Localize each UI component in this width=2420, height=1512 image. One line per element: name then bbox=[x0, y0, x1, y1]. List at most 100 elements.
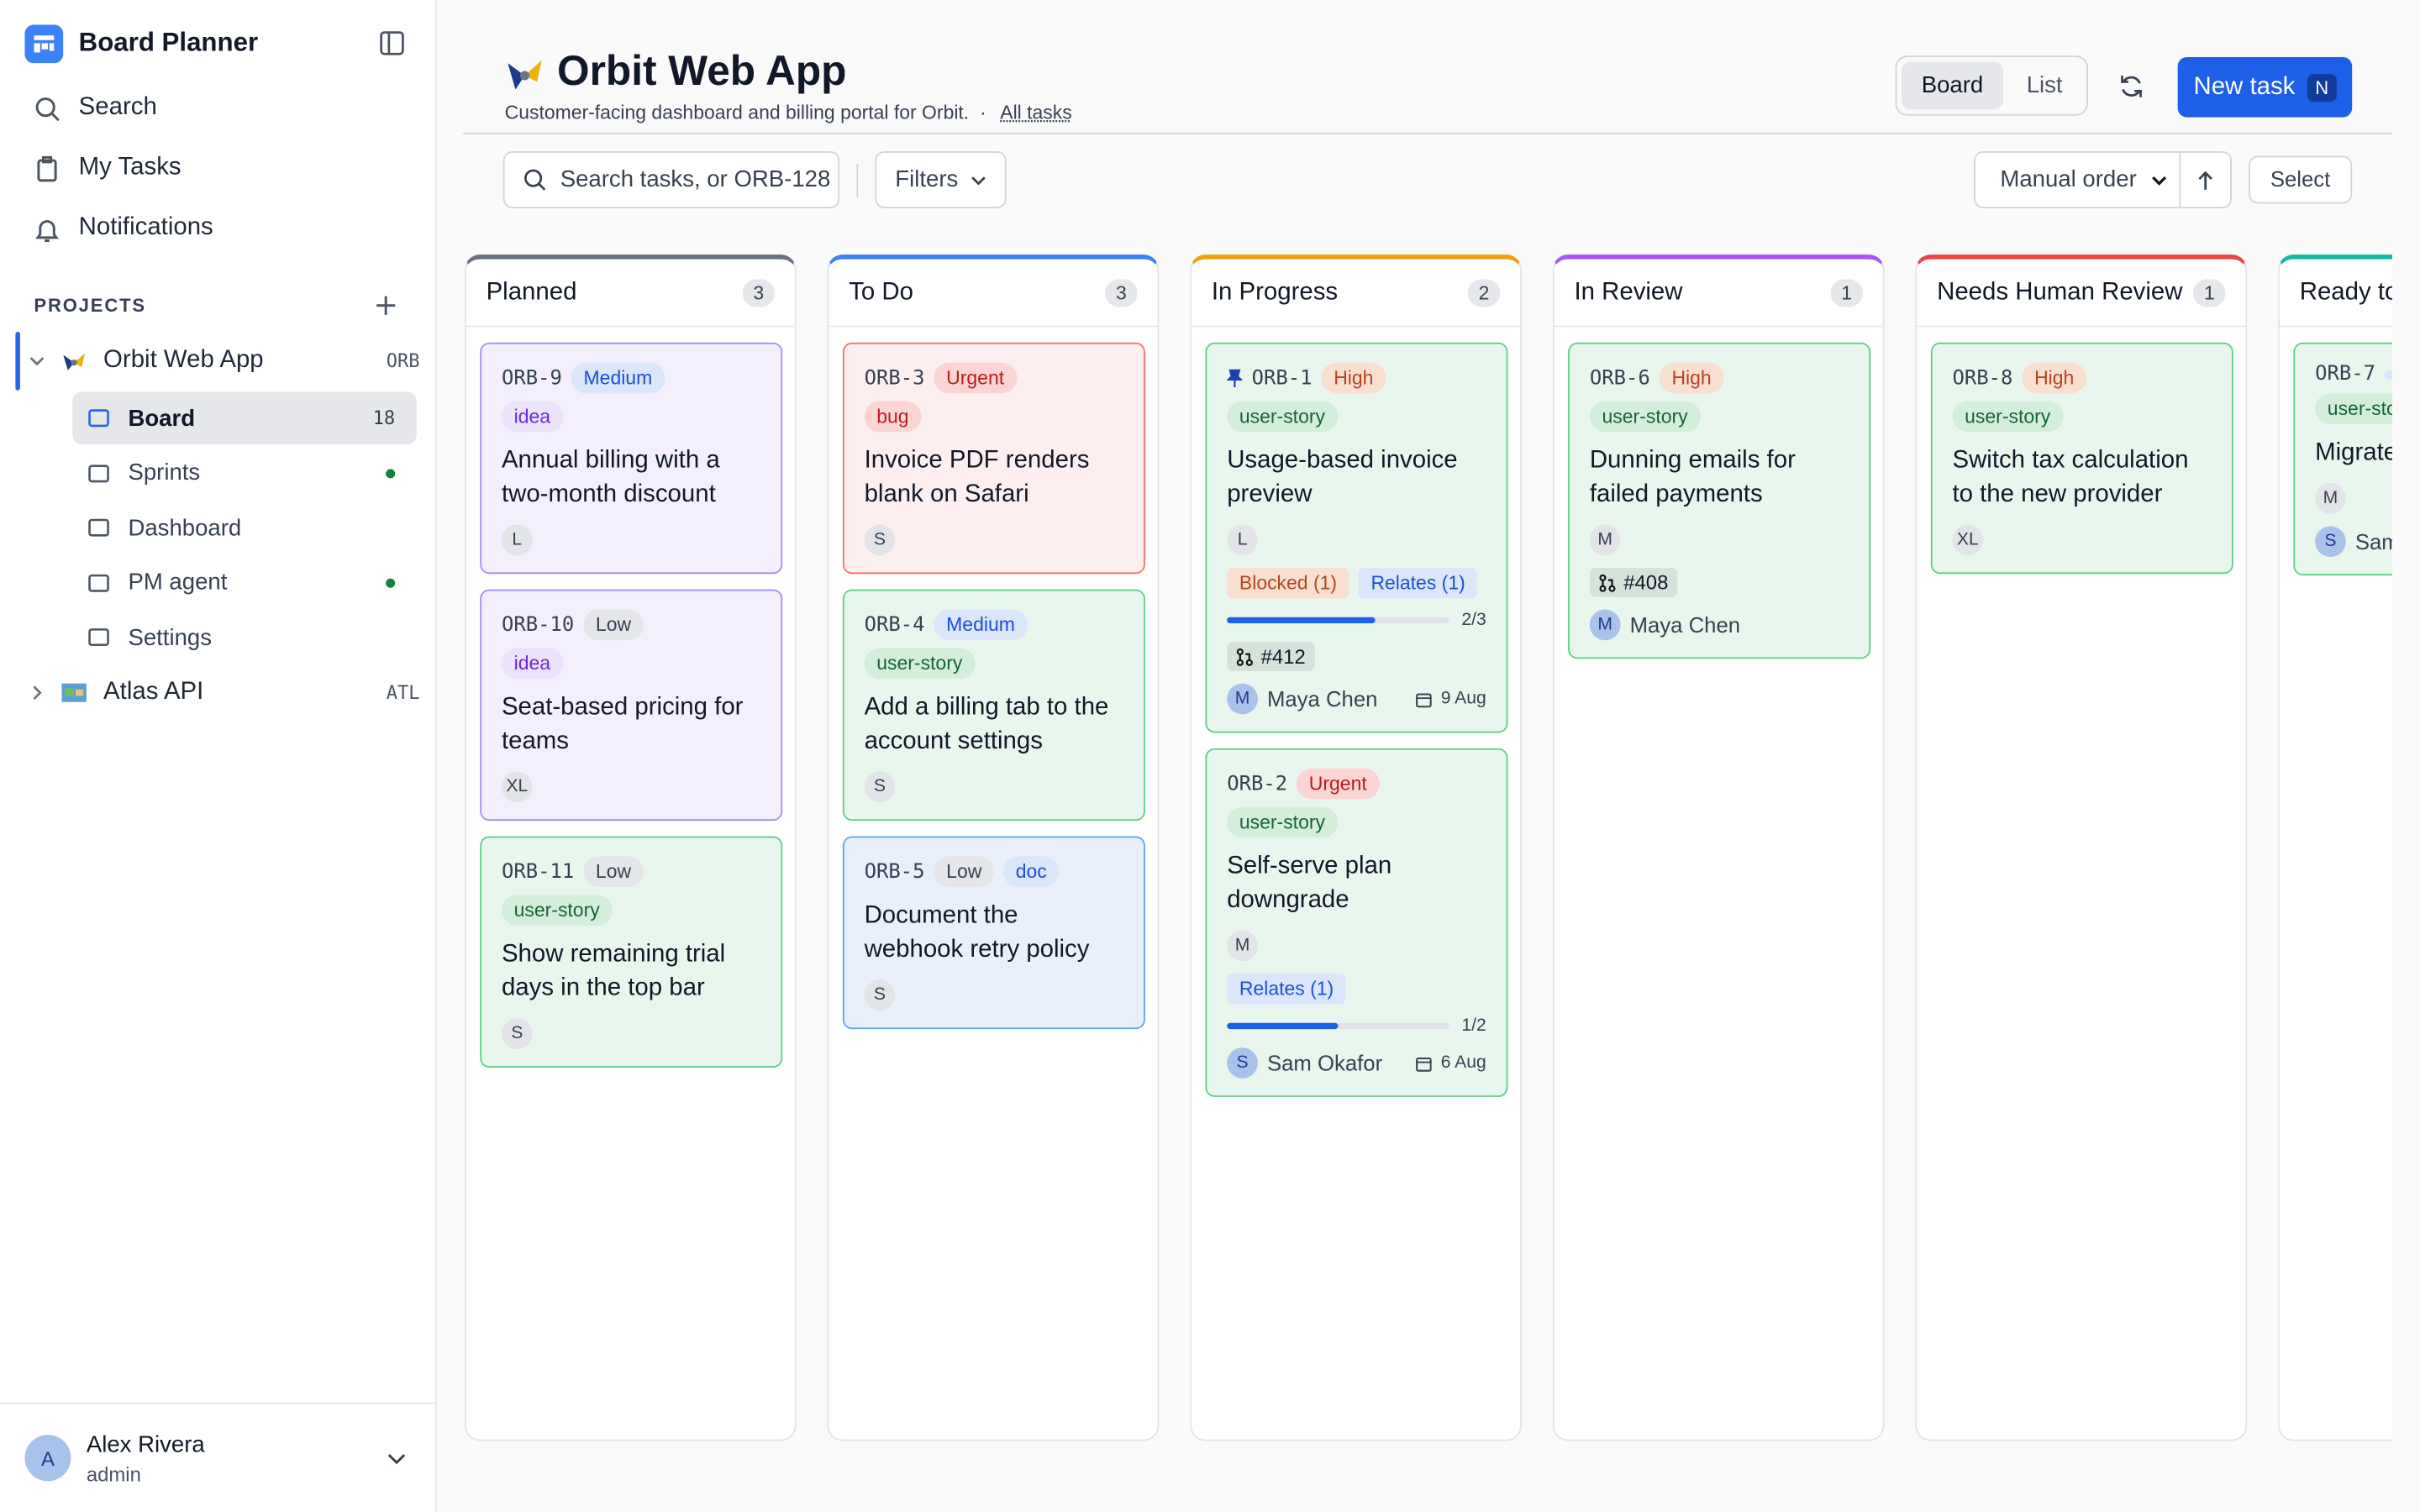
task-card[interactable]: ORB-11 Low user-story Show remaining trial … bbox=[480, 836, 783, 1068]
task-card[interactable]: ORB-9 Medium idea Annual billing with a two… bbox=[480, 342, 783, 575]
task-title: Annual billing with a two-month discount bbox=[501, 447, 720, 508]
project-row[interactable]: Atlas API ATL bbox=[15, 672, 420, 712]
estimate: XL bbox=[1952, 524, 1984, 556]
column-count: 1 bbox=[1830, 278, 1863, 307]
label: user-story bbox=[2315, 393, 2392, 425]
column-header: Planned 3 bbox=[466, 260, 795, 328]
label: user-story bbox=[1227, 806, 1338, 838]
column: To Do 3 ORB-3 Urgent bug Invoice PDF renders … bbox=[827, 255, 1160, 1441]
task-title: Switch tax calculation to the new provid… bbox=[1952, 447, 2189, 508]
label: user-story bbox=[1952, 401, 2063, 433]
label: user-story bbox=[864, 648, 976, 680]
project-icon bbox=[508, 60, 542, 90]
select-button[interactable]: Select bbox=[2249, 155, 2353, 204]
nav-item[interactable]: My Tasks bbox=[34, 154, 182, 182]
card-labels: user-story bbox=[1589, 401, 1849, 433]
task-card[interactable]: ORB-7 user-story Migrate table to MS Sam Oka… bbox=[2293, 342, 2392, 576]
progress-label: 1/2 bbox=[1461, 1016, 1486, 1036]
task-title: Invoice PDF renders blank on Safari bbox=[864, 447, 1090, 508]
estimate: M bbox=[1227, 930, 1258, 962]
user-info: Alex Rivera admin bbox=[87, 1431, 205, 1485]
task-title: Self-serve plan downgrade bbox=[1227, 853, 1392, 914]
project-nav-item[interactable]: Settings bbox=[72, 611, 417, 663]
task-title: Usage-based invoice preview bbox=[1227, 447, 1458, 508]
task-title: Seat-based pricing for teams bbox=[501, 694, 744, 755]
project-name: Orbit Web App bbox=[103, 347, 264, 374]
project-key: ATL bbox=[386, 680, 420, 703]
task-card[interactable]: ORB-8 High user-story Switch tax calculatio… bbox=[1930, 342, 2233, 575]
card-meta: ORB-8 High bbox=[1952, 362, 2212, 394]
card-labels: user-story bbox=[2315, 393, 2392, 425]
projects-heading: PROJECTS bbox=[34, 294, 146, 317]
card-meta: ORB-4 Medium bbox=[865, 609, 1124, 641]
app-title: Board Planner bbox=[78, 28, 259, 57]
task-card[interactable]: ORB-6 High user-story Dunning emails for fa… bbox=[1568, 342, 1871, 659]
task-id: ORB-8 bbox=[1952, 366, 2013, 390]
search-box[interactable]: Search tasks, or ORB-128 bbox=[502, 151, 840, 208]
task-card[interactable]: ORB-4 Medium user-story Add a billing tab t… bbox=[842, 589, 1145, 822]
sort-direction bbox=[2198, 171, 2213, 190]
column-count: 3 bbox=[742, 278, 776, 307]
tag: Low bbox=[583, 609, 644, 641]
nav-item[interactable]: Notifications bbox=[34, 214, 213, 242]
task-title: Migrate table to bbox=[2315, 439, 2392, 466]
assignee-name: Sam Okafor bbox=[2354, 529, 2392, 554]
task-card[interactable]: ORB-5 Low doc Document the webhook retry po… bbox=[842, 836, 1145, 1030]
task-card[interactable]: ORB-3 Urgent bug Invoice PDF renders blank … bbox=[842, 342, 1145, 575]
task-card[interactable]: ORB-1 High user-story Usage-based invoice p… bbox=[1205, 342, 1508, 733]
card-labels: bug bbox=[864, 401, 1124, 433]
card-meta: ORB-6 High bbox=[1589, 362, 1849, 394]
filters-button[interactable]: Filters bbox=[875, 151, 1007, 208]
view-button[interactable]: List bbox=[2026, 72, 2063, 99]
header-divider bbox=[463, 132, 2392, 134]
project-nav-item[interactable]: Sprints bbox=[72, 447, 417, 499]
card-labels: user-story bbox=[1227, 806, 1486, 838]
description-text: Customer-facing dashboard and billing po… bbox=[504, 102, 970, 123]
project-nav-item[interactable]: Dashboard bbox=[72, 501, 417, 554]
label: bug bbox=[864, 401, 922, 433]
pull-request: #412 bbox=[1227, 642, 1315, 671]
estimate: L bbox=[1227, 524, 1258, 556]
estimate: L bbox=[501, 524, 533, 556]
project-icon bbox=[61, 682, 87, 701]
collapse-button bbox=[380, 31, 404, 55]
task-id: ORB-6 bbox=[1589, 366, 1650, 390]
column-count: 3 bbox=[1105, 278, 1138, 307]
progress-fill bbox=[1227, 617, 1376, 624]
card-meta: ORB-3 Urgent bbox=[865, 362, 1124, 394]
view-button[interactable]: Board bbox=[1901, 61, 2004, 110]
project-nav-item[interactable]: Board 18 bbox=[72, 391, 417, 444]
calendar-icon bbox=[1415, 692, 1431, 707]
task-id: ORB-9 bbox=[501, 366, 562, 390]
tag: Medium bbox=[571, 362, 665, 394]
sort-select[interactable]: Manual order bbox=[1974, 151, 2232, 208]
item-label: Sprints bbox=[128, 459, 201, 486]
new-task-button[interactable]: New task N bbox=[2177, 56, 2353, 118]
task-id: ORB-2 bbox=[1227, 772, 1288, 795]
column-title: Planned bbox=[486, 278, 577, 305]
calendar-icon bbox=[1415, 1057, 1431, 1071]
assignee-avatar: S bbox=[2315, 526, 2346, 558]
all-tasks-link[interactable]: All tasks bbox=[1000, 102, 1072, 123]
tag: doc bbox=[1003, 856, 1060, 888]
estimate: M bbox=[1589, 524, 1621, 556]
task-card[interactable]: ORB-2 Urgent user-story Self-serve plan dow… bbox=[1205, 748, 1508, 1097]
task-title: Dunning emails for failed payments bbox=[1589, 447, 1796, 508]
item-label: PM agent bbox=[128, 569, 228, 596]
project-nav-item[interactable]: PM agent bbox=[72, 556, 417, 608]
progress: 1/2 bbox=[1227, 1016, 1486, 1035]
task-card[interactable]: ORB-10 Low idea Seat-based pricing for team… bbox=[480, 589, 783, 822]
project-row[interactable]: Orbit Web App ORB bbox=[15, 331, 420, 391]
task-title: Document the webhook retry policy bbox=[864, 902, 1090, 963]
label: user-story bbox=[1227, 401, 1338, 433]
nav-item[interactable]: Search bbox=[34, 94, 157, 122]
estimate: S bbox=[864, 771, 896, 803]
page-title: Orbit Web App bbox=[557, 47, 847, 95]
nav-label: My Tasks bbox=[78, 154, 182, 181]
item-icon bbox=[88, 464, 109, 482]
user-footer[interactable]: A Alex Rivera admin bbox=[0, 1402, 435, 1512]
card-footer: S Sam Okafor bbox=[2315, 526, 2392, 558]
item-icon bbox=[88, 573, 109, 591]
status-dot bbox=[386, 468, 396, 478]
tag bbox=[2385, 369, 2392, 379]
